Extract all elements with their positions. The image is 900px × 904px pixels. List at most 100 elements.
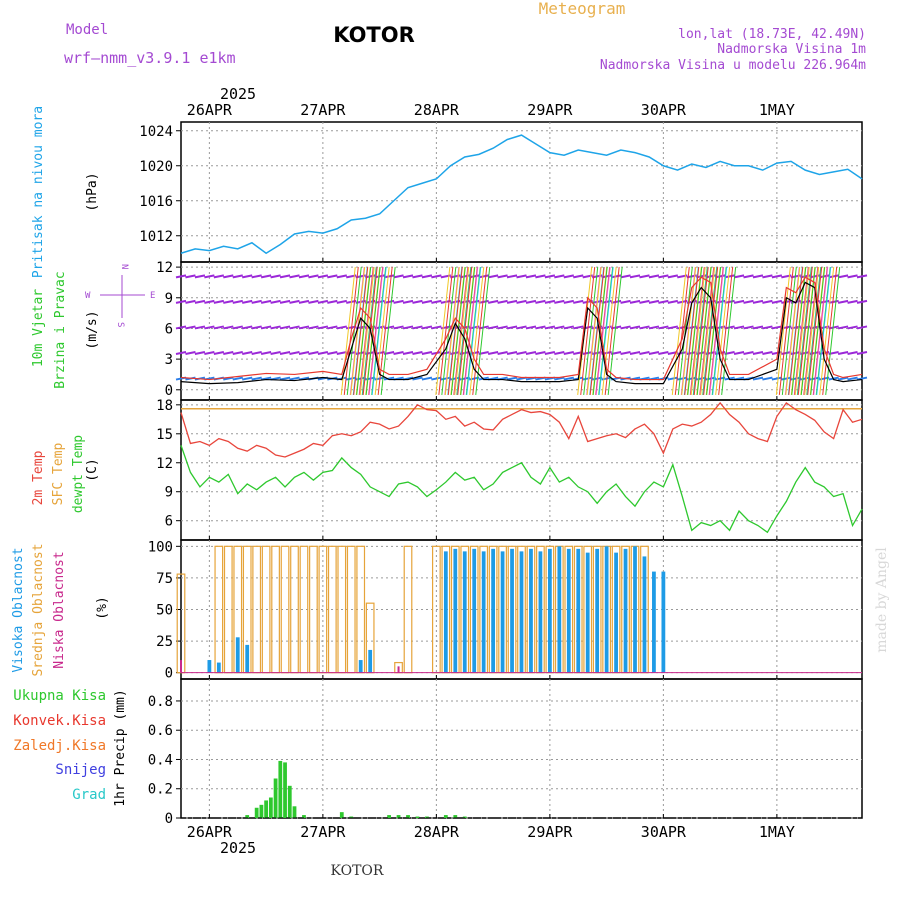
date-label-bottom: 1MAY bbox=[759, 823, 795, 841]
y-tick-label-temp: 18 bbox=[156, 398, 173, 414]
wind-barb bbox=[516, 325, 527, 330]
wind-barb bbox=[251, 274, 262, 279]
footer-station: KOTOR bbox=[331, 863, 384, 879]
wind-barb bbox=[251, 325, 262, 330]
precip-bar bbox=[278, 760, 283, 818]
cloud-bar-high bbox=[519, 551, 524, 673]
wind-barb bbox=[563, 376, 574, 381]
wind-gust-streak bbox=[788, 267, 804, 395]
temp-label-2m: 2m Temp bbox=[31, 450, 46, 505]
wind-barb bbox=[412, 274, 423, 279]
wind-barb bbox=[733, 351, 745, 355]
precip-bar bbox=[287, 785, 292, 818]
wind-barb bbox=[752, 376, 764, 381]
precip-bar bbox=[443, 815, 448, 818]
wind-barb bbox=[856, 299, 868, 304]
cloud-bar-high bbox=[245, 644, 250, 673]
wind-gust-streak bbox=[712, 267, 728, 395]
wind-barb bbox=[620, 325, 631, 330]
wind-barb bbox=[563, 299, 574, 304]
wind-barb bbox=[327, 325, 338, 330]
wind-barb bbox=[327, 274, 338, 279]
wind-barb bbox=[185, 274, 196, 279]
wind-barb bbox=[847, 376, 858, 381]
wind-barb bbox=[478, 274, 489, 279]
wind-barb bbox=[440, 376, 452, 381]
wind-barb bbox=[185, 299, 196, 304]
model-label: Model bbox=[66, 22, 108, 38]
wind-barb bbox=[289, 351, 300, 355]
wind-barb bbox=[412, 299, 423, 304]
wind-barb bbox=[298, 274, 310, 279]
meteogram-title: Meteogram bbox=[539, 0, 626, 18]
wind-barb bbox=[270, 351, 281, 355]
wind-barb bbox=[185, 325, 196, 330]
wind-compass: N W E S bbox=[85, 264, 155, 327]
wind-barb bbox=[554, 299, 565, 304]
wind-barb bbox=[421, 274, 433, 279]
wind-barb bbox=[279, 376, 291, 381]
wind-barb bbox=[639, 351, 650, 355]
precip-bar bbox=[387, 815, 391, 818]
wind-barb bbox=[847, 325, 858, 330]
wind-barb bbox=[336, 351, 347, 355]
wind-barb bbox=[762, 299, 773, 304]
wind-barb bbox=[242, 299, 253, 304]
wind-barb bbox=[573, 299, 584, 304]
pressure-label: Pritisak na nivou mora bbox=[31, 106, 46, 278]
wind-barb bbox=[516, 351, 527, 355]
cloud-bar-high bbox=[500, 551, 505, 673]
wind-barb bbox=[487, 351, 499, 355]
wind-barb bbox=[213, 351, 225, 355]
y-tick-label-temp: 9 bbox=[165, 485, 173, 501]
precip-bar bbox=[396, 815, 401, 818]
wind-barb bbox=[260, 299, 272, 304]
wind-barb bbox=[223, 274, 234, 279]
station-title: KOTOR bbox=[333, 23, 415, 47]
y-tick-label-cloud: 75 bbox=[156, 571, 173, 587]
wind-barb bbox=[497, 299, 508, 304]
wind-barb bbox=[213, 299, 225, 304]
wind-barb bbox=[506, 351, 518, 355]
wind-barb bbox=[620, 299, 631, 304]
wind-barb bbox=[308, 299, 319, 304]
precip-unit: 1hr Precip (mm) bbox=[113, 689, 128, 806]
legend-convective-rain: Konvek.Kisa bbox=[13, 713, 106, 729]
wind-barb bbox=[279, 299, 291, 304]
wind-barb bbox=[535, 299, 546, 304]
wind-barb bbox=[837, 325, 849, 330]
y-tick-label-temp: 12 bbox=[156, 456, 173, 472]
cloud-bar-high bbox=[633, 546, 637, 673]
date-label-bottom: 28APR bbox=[414, 823, 460, 841]
precip-bar bbox=[453, 815, 458, 818]
wind-barb bbox=[837, 299, 849, 304]
wind-gust-line bbox=[180, 276, 863, 381]
wind-barb bbox=[487, 274, 499, 279]
wind-barb bbox=[194, 299, 206, 304]
wind-barb bbox=[232, 351, 243, 355]
wind-gust-streak bbox=[601, 267, 617, 395]
legend-hail: Grad bbox=[72, 787, 106, 803]
wind-barb bbox=[516, 299, 527, 304]
y-tick-label-cloud: 100 bbox=[148, 539, 173, 555]
temp-label-sfc: SFC Temp bbox=[51, 443, 66, 506]
y-tick-label-wind: 9 bbox=[165, 291, 173, 307]
cloud-bar-high bbox=[614, 552, 618, 673]
wind-barb bbox=[535, 274, 546, 279]
wind-barb bbox=[175, 274, 187, 279]
wind-barb bbox=[525, 274, 537, 279]
y-tick-label-temp: 6 bbox=[165, 514, 173, 530]
y-tick-label-cloud: 50 bbox=[156, 603, 173, 619]
cloud-bar-high bbox=[207, 660, 212, 673]
wind-barb bbox=[847, 274, 858, 279]
cloud-bar-high bbox=[491, 548, 496, 673]
wind-barb bbox=[298, 351, 310, 355]
wind-barb bbox=[260, 325, 272, 330]
wind-gust-streak bbox=[671, 267, 687, 395]
wind-barb bbox=[506, 325, 518, 330]
wind-barb bbox=[525, 351, 537, 355]
wind-barb bbox=[563, 325, 574, 330]
wind-gust-streak bbox=[368, 267, 384, 395]
wind-barb bbox=[847, 299, 858, 304]
wind-barb bbox=[242, 376, 253, 381]
